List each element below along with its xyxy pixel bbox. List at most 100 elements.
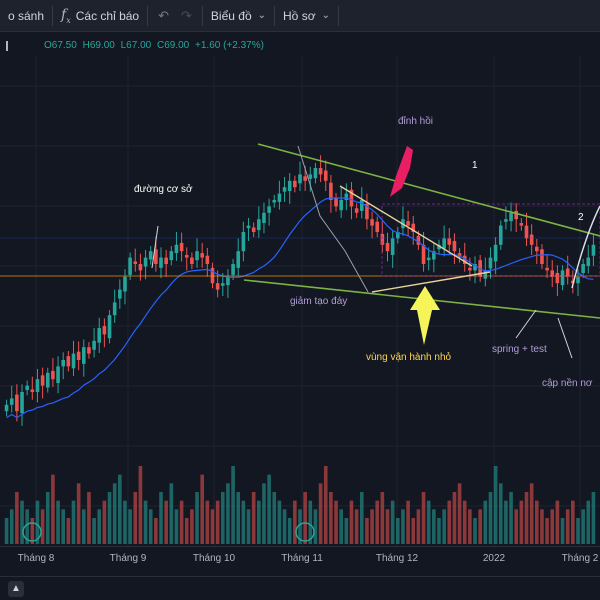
candle-body [282,187,287,192]
volume-bar [76,483,81,544]
candle-body [215,283,220,290]
volume-bar [92,518,96,544]
toolbar-divider [52,5,54,26]
candle-body [380,233,385,245]
candle-body [323,170,328,181]
volume-bar [334,500,338,544]
candle-body [257,219,261,231]
candle-body [555,272,560,284]
volume-bar [282,509,287,544]
volume-bar [483,500,488,544]
volume-bar [339,509,343,544]
annotation-point-1: 1 [472,160,478,171]
volume-bar [272,492,277,544]
volume-bar [318,483,323,544]
candle-body [164,257,168,264]
volume-bar [190,509,194,544]
candle-body [308,174,313,179]
volume-bar [421,492,426,544]
volume-bar [586,500,591,544]
volume-bar [411,518,416,544]
volume-bar [498,483,503,544]
candle-body [344,193,349,200]
candle-body [540,249,544,264]
candle-body [550,270,555,277]
volume-bar [452,492,457,544]
volume-bar [205,500,210,544]
chart-type-button[interactable]: Biểu đồ ⌄ [203,0,274,32]
trend-path [297,145,369,293]
candle-body [390,238,395,256]
volume-bar [442,509,446,544]
volume-bar [406,500,410,544]
volume-bar [534,500,539,544]
volume-bar [493,466,498,544]
ohlc-high: H69.00 [82,40,115,51]
time-axis-label: Tháng 10 [192,553,236,564]
volume-bar [20,500,24,544]
candle-body [20,392,24,414]
candle-body [128,257,132,275]
candle-body [112,302,117,316]
volume-bar [15,492,19,544]
volume-bar [545,518,549,544]
candle-body [411,223,416,232]
candle-body [365,203,369,220]
volume-bar [123,500,127,544]
time-axis-label: Tháng 11 [281,553,323,564]
volume-bar [143,500,148,544]
candle-body [488,257,493,269]
volume-bar [390,500,395,544]
compare-button[interactable]: o sánh [0,0,52,32]
candle-body [586,257,591,266]
candle-body [375,221,380,232]
candle-body [396,232,400,239]
volume-bar [154,518,158,544]
candle-body [267,206,271,213]
candle-body [76,351,81,360]
annotation-point-2: 2 [578,212,584,223]
candle-body [159,257,163,268]
candle-body [15,394,19,412]
tradingview-logo-icon[interactable]: ▲ [8,581,24,597]
annotation-false-peak: đỉnh hồi [398,115,433,127]
volume-bar [385,509,390,544]
candle-body [509,212,513,222]
candle-body [236,251,241,268]
time-axis-label: Tháng 12 [375,553,419,564]
moving-average-line [6,197,594,419]
volume-bar [195,492,199,544]
volume-bar [591,492,596,544]
candle-body [298,174,302,184]
volume-bar [323,466,328,544]
candle-body [169,251,174,261]
candle-body [226,276,230,286]
candle-body [179,242,184,252]
compare-label: o sánh [8,8,45,23]
volume-bar [468,509,472,544]
price-chart[interactable]: đường cơ sở đỉnh hồi giảm tạo đáy vùng v… [0,56,600,546]
candle-body [71,353,76,369]
profile-button[interactable]: Hồ sơ ⌄ [275,0,338,32]
candle-body [545,267,549,271]
volume-bar [231,466,235,544]
candle-body [107,315,112,339]
volume-bar [447,500,452,544]
candle-body [118,289,122,299]
indicators-button[interactable]: fx Các chỉ báo [53,0,147,32]
candlesticks [4,155,596,426]
volume-bar [159,492,163,544]
candle-body [4,404,9,412]
volume-bar [9,509,14,544]
redo-icon[interactable]: ↷ [181,7,192,23]
candle-body [442,238,446,249]
top-toolbar: o sánh fx Các chỉ báo ↶ ↷ Biểu đồ ⌄ Hồ s… [0,0,600,32]
volume-bar [112,483,117,544]
time-axis-label: 2022 [482,553,506,564]
volume-bar [529,483,534,544]
candle-body [524,225,529,239]
volume-bar [277,500,282,544]
candle-body [385,242,390,252]
candle-body [560,270,565,286]
undo-icon[interactable]: ↶ [158,7,170,23]
